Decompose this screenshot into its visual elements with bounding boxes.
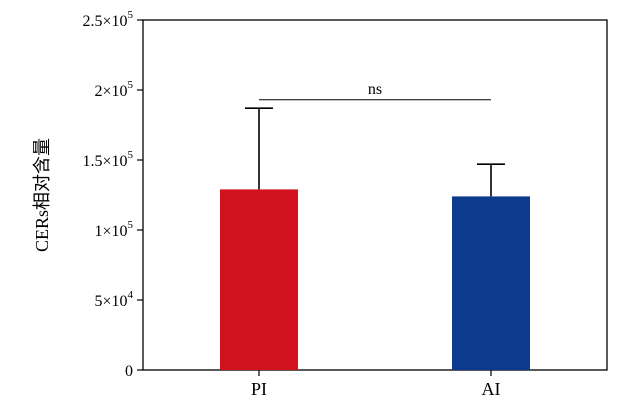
plot-area: 0 5×104 1×105 1.5×105 2×105 2.5×105 PI AI ns [82, 9, 608, 399]
x-tick-label: PI [251, 379, 267, 399]
bar-pi [220, 189, 298, 370]
y-tick-exponent: 5 [128, 149, 134, 161]
x-tick-label: AI [482, 379, 501, 399]
y-tick-exponent: 5 [128, 219, 134, 231]
y-tick-exponent: 4 [128, 289, 134, 301]
y-tick-label: 0 [125, 363, 133, 380]
y-tick-label: 2×105 [94, 79, 133, 100]
y-axis-label: CERs相对含量 [32, 138, 52, 252]
y-tick-exponent: 5 [128, 79, 134, 91]
y-tick-label: 1×105 [94, 219, 133, 240]
y-tick-label: 2.5×105 [82, 9, 133, 30]
plot-frame [142, 19, 608, 371]
y-tick-exponent: 5 [128, 9, 134, 21]
y-tick-label: 1.5×105 [82, 149, 133, 170]
y-tick-label: 5×104 [94, 289, 133, 310]
bar-ai [452, 196, 530, 370]
significance-label: ns [368, 81, 382, 98]
